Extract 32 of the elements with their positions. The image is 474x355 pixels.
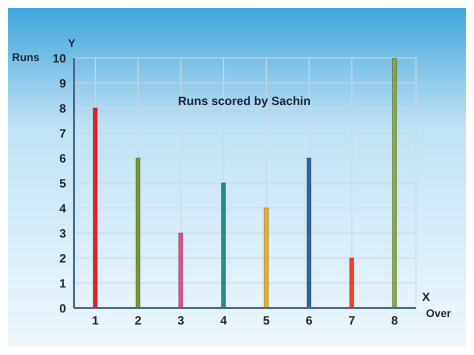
bar: [392, 58, 397, 308]
y-tick-label: 2: [59, 251, 66, 266]
bar: [220, 182, 226, 308]
y-tick-label: 4: [59, 201, 66, 216]
y-tick-label: 6: [59, 151, 66, 166]
x-tick-label: 6: [306, 314, 313, 328]
bar: [178, 232, 184, 308]
y-tick-label: 7: [59, 126, 66, 140]
bar: [306, 158, 312, 308]
text: Y: [68, 38, 76, 50]
x-tick-label: 3: [178, 314, 185, 328]
y-tick-label: 3: [59, 226, 66, 240]
text: Runs scored by Sachin: [178, 94, 311, 108]
x-tick-label: 8: [391, 314, 398, 328]
bar: [264, 208, 269, 308]
bar: [92, 108, 98, 308]
text: X: [422, 290, 430, 304]
y-tick-label: 5: [59, 176, 66, 190]
y-tick-label: 1: [59, 276, 66, 290]
bar: [135, 158, 140, 308]
bar: [349, 258, 354, 308]
x-tick-label: 2: [134, 314, 142, 328]
y-tick-label: 10: [52, 51, 66, 66]
y-tick-label: 0: [59, 301, 66, 316]
x-tick-label: 1: [92, 314, 100, 328]
y-axis-title: Runs: [12, 52, 40, 64]
y-tick-label: 9: [59, 76, 66, 90]
y-tick-label: 8: [59, 101, 66, 116]
x-axis-title: Over: [426, 308, 452, 320]
x-tick-label: 7: [348, 314, 356, 328]
x-tick-label: 5: [263, 314, 270, 328]
x-tick-label: 4: [220, 314, 228, 328]
